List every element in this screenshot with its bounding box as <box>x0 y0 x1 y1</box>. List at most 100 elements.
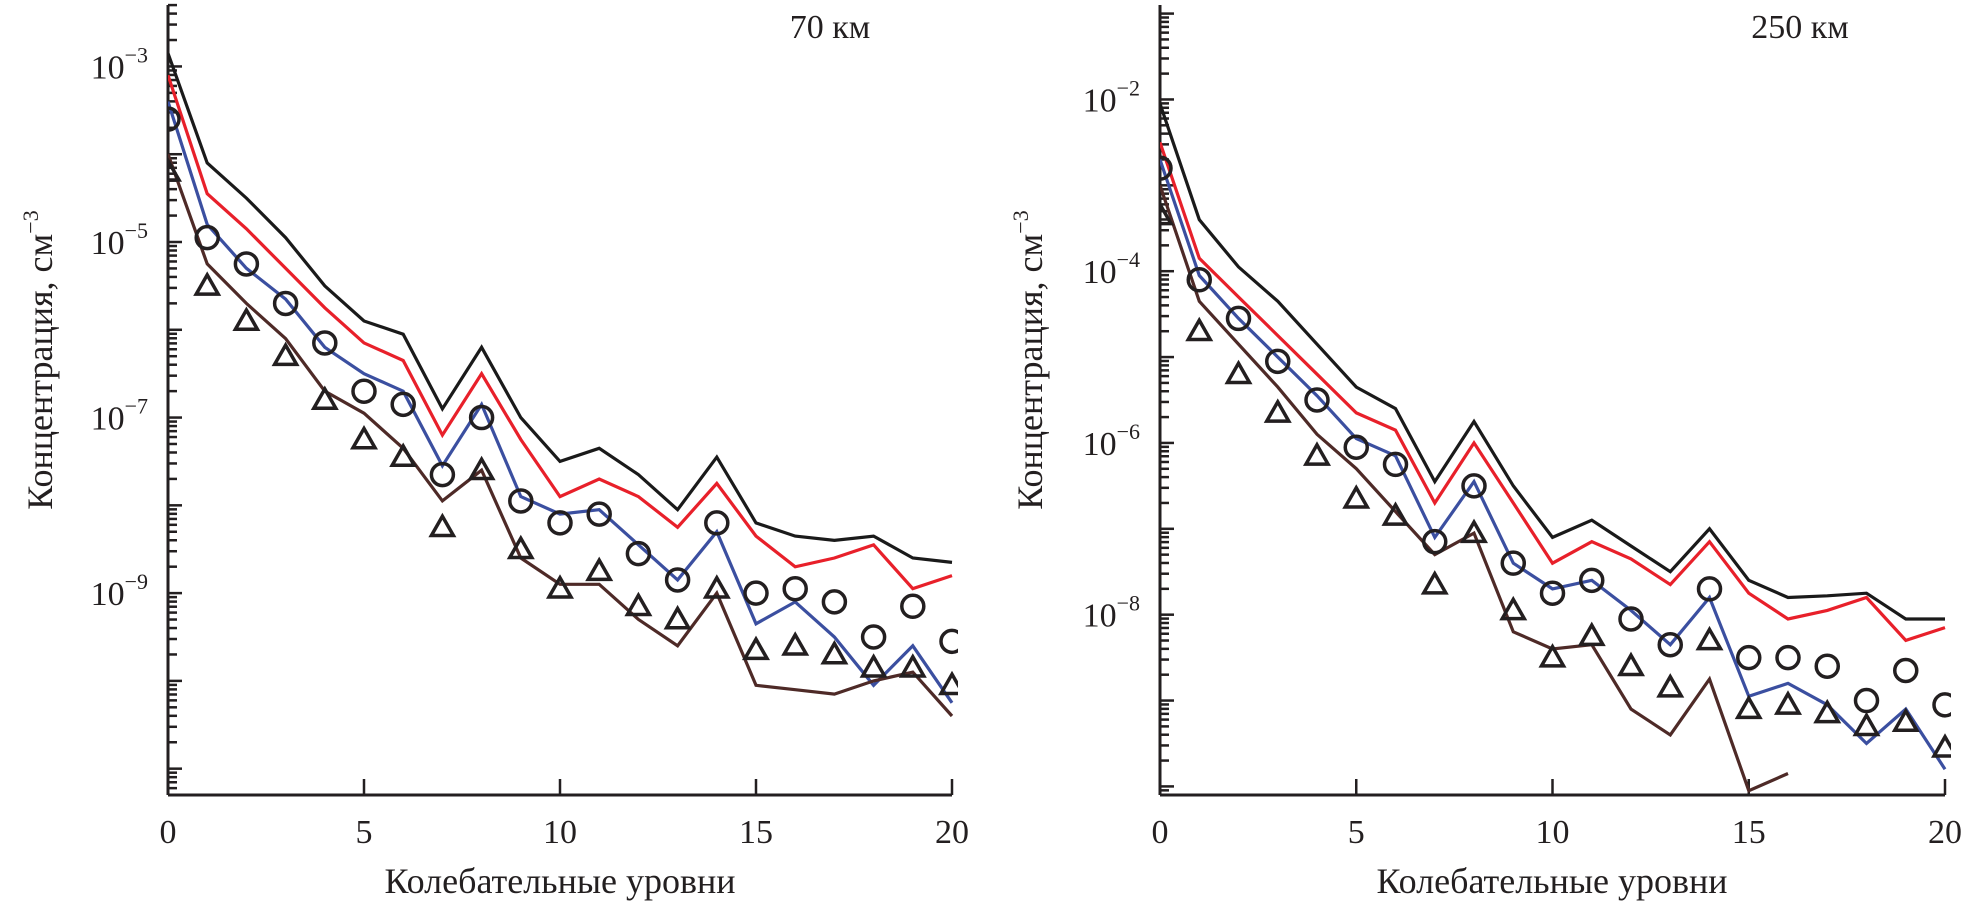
circle-marker <box>390 391 416 418</box>
triangle-marker <box>271 341 300 367</box>
triangle-marker <box>1160 200 1175 226</box>
series-circle-markers <box>1160 155 1951 718</box>
black-line <box>168 52 953 564</box>
circle-marker <box>1304 387 1330 413</box>
blue-line <box>168 101 954 704</box>
circle-marker <box>900 593 926 620</box>
y-tick-label-base: 10 <box>91 576 125 613</box>
blue-line <box>1160 159 1947 771</box>
y-tick-label-exponent: −6 <box>1117 419 1140 444</box>
red-line <box>168 74 953 591</box>
triangle-marker <box>1734 694 1763 720</box>
circle-marker <box>429 461 456 488</box>
y-tick-label-exponent: −8 <box>1117 591 1140 616</box>
x-axis-title: Колебательные уровни <box>1376 861 1727 901</box>
circle-marker <box>1422 528 1448 555</box>
triangle-marker <box>193 271 222 296</box>
y-tick-label: 10−3 <box>91 42 148 86</box>
triangle-marker <box>1930 733 1951 758</box>
y-tick-label-base: 10 <box>1083 254 1117 291</box>
series-circle-markers <box>168 106 958 655</box>
y-axis-title: Концентрация, см−3 <box>18 210 60 509</box>
series-black-line <box>1160 103 1945 621</box>
circle-marker <box>586 501 612 527</box>
circle-marker <box>1461 473 1487 499</box>
triangle-marker <box>467 455 496 481</box>
circle-marker <box>860 624 887 650</box>
triangle-marker <box>702 574 731 599</box>
triangle-marker <box>1302 441 1332 466</box>
y-tick-label: 10−2 <box>1083 75 1140 119</box>
circle-marker <box>821 589 848 615</box>
circle-marker <box>1932 692 1951 718</box>
y-tick-label-base: 10 <box>91 225 125 262</box>
circle-marker <box>664 567 691 593</box>
circle-marker <box>1343 434 1369 460</box>
triangle-marker <box>1616 651 1646 677</box>
red-line <box>1160 141 1946 643</box>
circle-marker <box>468 404 495 431</box>
y-axis-title-exponent: −3 <box>18 210 43 233</box>
circle-marker <box>233 251 260 277</box>
circle-marker <box>782 575 808 602</box>
panel-70km: 70 км Колебательные уровни Концентрация,… <box>18 3 969 901</box>
panel-250km: 250 км Колебательные уровни Концентрация… <box>1008 5 1962 901</box>
y-tick-label-exponent: −5 <box>125 218 148 243</box>
circle-marker <box>1160 155 1173 181</box>
panel-title: 250 км <box>1751 9 1849 46</box>
triangle-marker <box>624 591 653 617</box>
triangle-marker <box>1459 518 1489 544</box>
y-tick-label: 10−4 <box>1083 247 1140 291</box>
circle-marker <box>625 540 652 567</box>
circle-marker <box>939 628 958 655</box>
y-tick-label-base: 10 <box>91 401 125 438</box>
triangle-marker <box>1185 316 1214 342</box>
circle-marker <box>1265 348 1291 375</box>
circle-marker <box>547 510 573 536</box>
y-tick-label-exponent: −7 <box>125 394 148 419</box>
y-axis-title-exponent: −3 <box>1008 210 1033 233</box>
triangle-marker <box>545 574 575 599</box>
circle-marker <box>1736 644 1762 671</box>
circle-marker <box>1696 576 1723 602</box>
y-tick-label-exponent: −4 <box>1117 247 1140 272</box>
circle-marker <box>272 290 299 317</box>
triangle-marker <box>389 442 418 468</box>
circle-marker <box>1775 644 1801 671</box>
triangle-marker <box>428 512 457 538</box>
x-tick-label: 0 <box>1152 814 1169 851</box>
y-tick-label: 10−9 <box>91 569 148 613</box>
y-tick-label-base: 10 <box>91 49 125 86</box>
circle-marker <box>1186 267 1212 293</box>
y-tick-label-base: 10 <box>1083 598 1117 635</box>
circle-marker <box>1579 567 1605 594</box>
x-tick-label: 15 <box>739 814 773 851</box>
circle-marker <box>1225 305 1252 332</box>
circle-marker <box>1814 653 1840 679</box>
triangle-marker <box>1263 398 1292 423</box>
x-tick-label: 20 <box>1928 814 1962 851</box>
x-tick-label: 5 <box>356 814 373 851</box>
triangle-marker <box>1499 595 1528 621</box>
brown-line <box>1160 184 1789 793</box>
x-tick-label: 10 <box>1536 814 1570 851</box>
triangle-marker <box>506 534 535 560</box>
triangle-marker <box>1656 673 1685 698</box>
triangle-marker <box>1224 359 1253 385</box>
y-tick-label: 10−6 <box>1083 419 1140 463</box>
circle-marker <box>1853 687 1880 714</box>
circle-marker <box>351 378 377 404</box>
triangle-marker <box>820 640 849 665</box>
triangle-marker <box>741 635 771 661</box>
y-tick-label: 10−7 <box>91 394 148 438</box>
triangle-marker <box>937 670 958 696</box>
y-tick-label-exponent: −2 <box>1117 75 1140 100</box>
triangle-marker <box>781 631 810 656</box>
series-triangle-markers <box>1160 200 1951 758</box>
series-red-line <box>168 74 953 591</box>
circle-marker <box>1382 451 1409 478</box>
x-tick-label: 15 <box>1732 814 1766 851</box>
triangle-marker <box>1420 570 1449 595</box>
black-line <box>1160 103 1945 621</box>
